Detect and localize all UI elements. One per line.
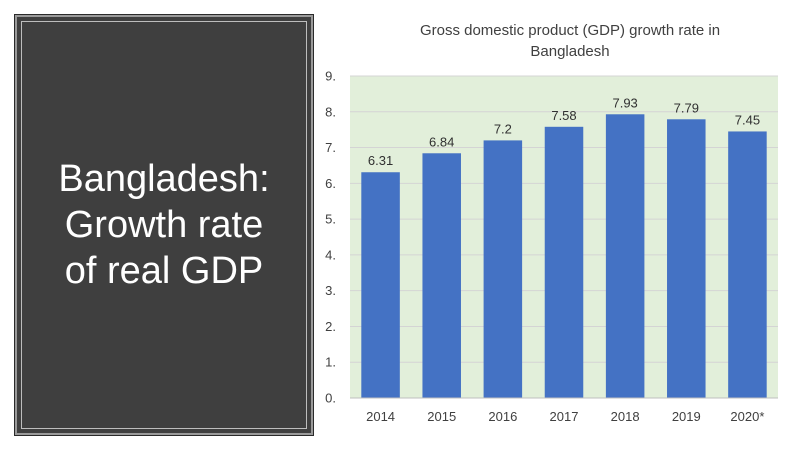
- y-tick-label: 3.: [325, 283, 336, 298]
- y-tick-label: 9.: [325, 69, 336, 84]
- y-tick-label: 8.: [325, 104, 336, 119]
- bar-2020*: [728, 131, 767, 398]
- y-tick-label: 7.: [325, 140, 336, 155]
- y-tick-label: 2.: [325, 319, 336, 334]
- data-labels: 6.31 6.84 7.2 7.58 7.93 7.79 7.45: [368, 95, 760, 168]
- y-tick-label: 1.: [325, 355, 336, 370]
- data-label: 7.79: [674, 100, 699, 115]
- x-tick-label: 2014: [366, 409, 395, 424]
- data-label: 7.2: [494, 121, 512, 136]
- bars: [361, 114, 767, 399]
- data-label: 6.84: [429, 134, 454, 149]
- y-axis-ticks: 0. 1. 2. 3. 4. 5. 6. 7. 8. 9.: [325, 69, 336, 406]
- bar-2019: [667, 119, 706, 399]
- bar-2014: [361, 172, 400, 398]
- data-label: 7.58: [551, 108, 576, 123]
- chart-title: Gross domestic product (GDP) growth rate…: [419, 22, 721, 60]
- bar-2016: [483, 140, 523, 398]
- y-tick-label: 6.: [325, 176, 336, 191]
- x-tick-label: 2019: [672, 409, 701, 424]
- bar-2017: [544, 126, 584, 398]
- x-tick-label: 2020*: [730, 409, 764, 424]
- data-label: 7.45: [735, 112, 760, 127]
- data-label: 7.93: [612, 95, 637, 110]
- bar-2018: [605, 114, 645, 398]
- slide-heading: Bangladesh: Growth rate of real GDP: [58, 158, 270, 292]
- x-tick-label: 2018: [611, 409, 640, 424]
- bar-2015: [422, 153, 461, 398]
- data-label: 6.31: [368, 153, 393, 168]
- title-panel: Bangladesh: Growth rate of real GDP: [14, 14, 314, 436]
- x-tick-label: 2016: [488, 409, 517, 424]
- y-tick-label: 0.: [325, 391, 336, 406]
- x-tick-label: 2015: [427, 409, 456, 424]
- x-axis-ticks: 2014 2015 2016 2017 2018 2019 2020*: [366, 409, 764, 424]
- y-tick-label: 4.: [325, 247, 336, 262]
- y-tick-label: 5.: [325, 212, 336, 227]
- title-panel-border: [21, 21, 307, 429]
- x-tick-label: 2017: [550, 409, 579, 424]
